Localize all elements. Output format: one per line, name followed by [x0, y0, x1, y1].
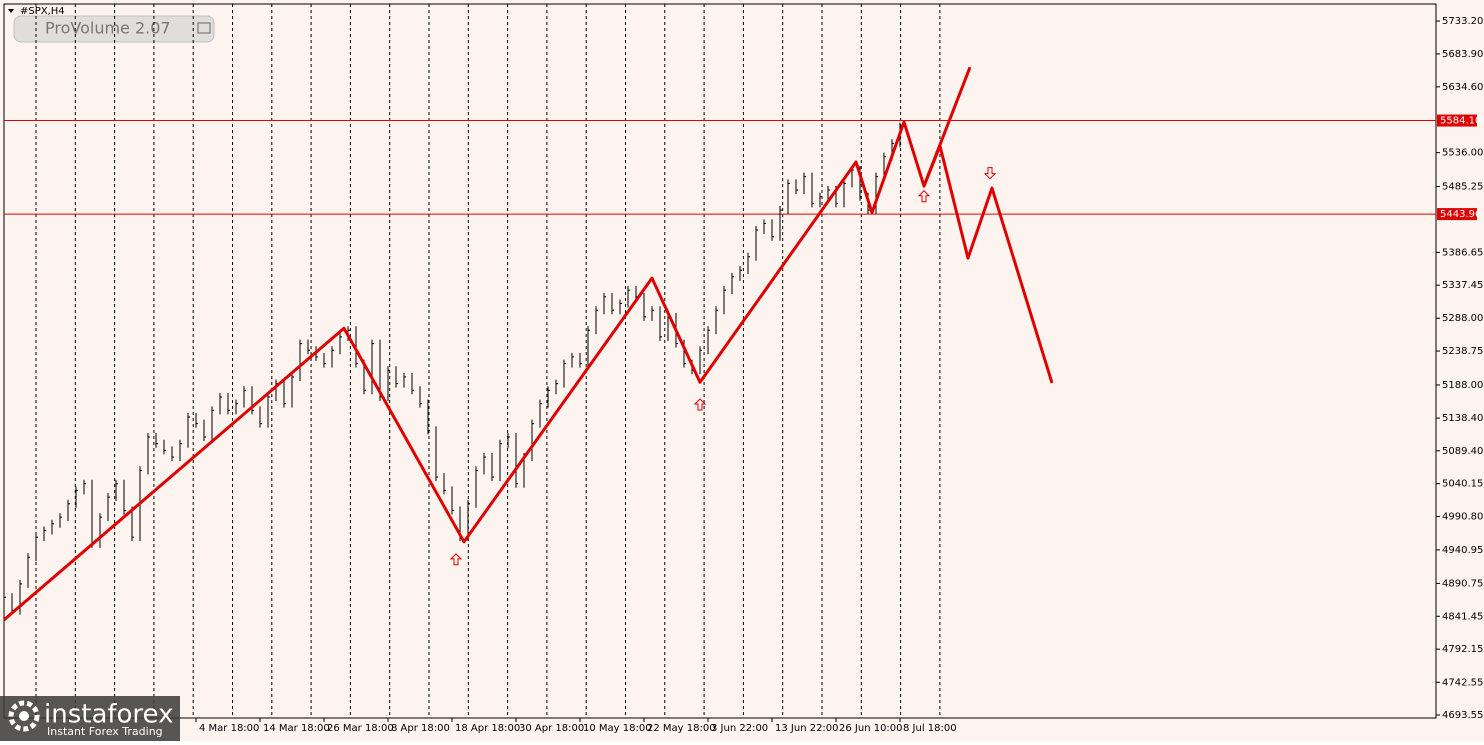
x-tick-label: 26 Jun 10:00	[839, 723, 903, 734]
y-tick-label: 4890.75	[1442, 578, 1483, 589]
y-tick-label: 5536.00	[1442, 148, 1483, 159]
signal-arrow	[693, 398, 707, 411]
signal-arrow	[917, 190, 931, 203]
level-tag	[1437, 114, 1477, 127]
y-tick-label: 5485.25	[1442, 182, 1483, 193]
watermark: instaforex Instant Forex Trading	[0, 696, 180, 741]
y-tick-label: 5040.15	[1442, 479, 1483, 490]
y-tick-label: 5337.45	[1442, 280, 1483, 291]
signal-arrow	[983, 167, 997, 180]
watermark-tagline: Instant Forex Trading	[47, 725, 163, 738]
y-tick-label: 5188.00	[1442, 380, 1483, 391]
y-tick-label: 5138.40	[1442, 413, 1483, 424]
zigzag-line	[922, 66, 972, 187]
x-tick-label: 30 Apr 18:00	[519, 723, 584, 734]
x-tick-label: 8 Jul 18:00	[903, 723, 957, 734]
watermark-icon-core	[19, 711, 29, 721]
level-tag	[1437, 208, 1477, 221]
signal-arrow	[449, 553, 463, 566]
y-tick-label: 4792.15	[1442, 644, 1483, 655]
menu-arrow	[8, 9, 14, 13]
indicator-button[interactable]	[13, 15, 215, 43]
y-tick-label: 5683.90	[1442, 49, 1483, 60]
y-tick-label: 4841.45	[1442, 611, 1483, 622]
x-tick-label: 4 Mar 18:00	[199, 723, 259, 734]
y-tick-label: 4693.55	[1442, 710, 1483, 721]
x-tick-label: 13 Jun 22:00	[775, 723, 839, 734]
x-tick-label: 18 Apr 18:00	[455, 723, 520, 734]
x-tick-label: 3 Jun 22:00	[711, 723, 768, 734]
y-tick-label: 5288.00	[1442, 313, 1483, 324]
y-tick-label: 5386.65	[1442, 247, 1483, 258]
y-tick-label: 5089.40	[1442, 446, 1483, 457]
y-tick-label: 4990.80	[1442, 512, 1483, 523]
y-tick-label: 4742.55	[1442, 677, 1483, 688]
y-tick-label: 5634.60	[1442, 82, 1483, 93]
x-tick-label: 22 May 18:00	[647, 723, 716, 734]
x-tick-label: 8 Apr 18:00	[391, 723, 450, 734]
watermark-brand: instaforex	[44, 700, 173, 730]
x-tick-label: 10 May 18:00	[583, 723, 652, 734]
plot-frame	[3, 3, 1437, 719]
indicator-icon	[197, 22, 211, 34]
symbol-label: #SPX,H4	[20, 6, 65, 17]
x-tick-label: 14 Mar 18:00	[263, 723, 330, 734]
zigzag-line	[3, 120, 1054, 622]
level-label: 5584.10	[1440, 116, 1481, 127]
x-tick-label: 26 Mar 18:00	[327, 723, 394, 734]
y-tick-label: 5238.75	[1442, 346, 1483, 357]
y-tick-label: 5733.20	[1442, 16, 1483, 27]
indicator-label: ProVolume 2.07	[45, 19, 171, 38]
y-tick-label: 4940.95	[1442, 545, 1483, 556]
level-label: 5443.96	[1440, 209, 1481, 220]
watermark-icon	[8, 700, 40, 732]
